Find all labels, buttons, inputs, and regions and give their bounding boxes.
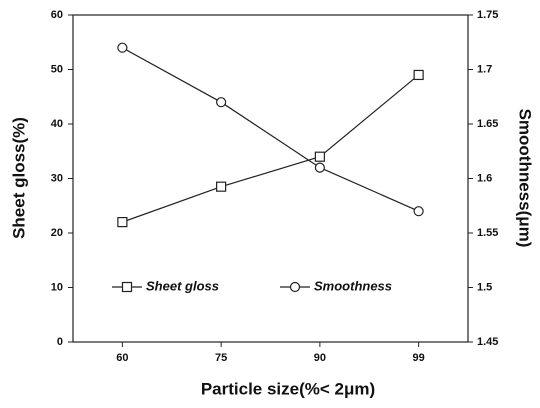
y2-tick-label: 1.55 [477,227,498,239]
legend-marker [289,281,301,293]
x-tick-label: 99 [413,352,425,364]
data-point [413,206,424,217]
y-tick-label: 60 [51,9,63,21]
data-point [413,69,424,81]
data-point [216,97,227,108]
x-tick-label: 75 [215,352,227,364]
y-tick-label: 0 [57,336,63,348]
y2-tick-label: 1.65 [477,118,498,130]
y2-tick-label: 1.5 [477,281,492,293]
y-tick-label: 30 [51,172,63,184]
series-line [122,74,420,223]
data-point [117,42,128,53]
legend-text: Smoothness [314,278,392,293]
data-point [314,162,325,173]
y2-tick-label: 1.6 [477,172,492,184]
data-point [117,217,128,228]
y-tick-label: 10 [51,281,63,293]
legend-text: Sheet gloss [146,278,219,293]
plot-frame [72,14,469,343]
data-point [314,151,325,162]
legend-marker [121,281,133,293]
y2-axis-title: Smoothness(μm) [516,109,535,248]
x-tick-label: 90 [314,352,326,364]
y-tick-label: 40 [51,118,63,130]
y2-tick-label: 1.45 [477,336,498,348]
y2-tick-label: 1.75 [477,9,498,21]
x-axis-title: Particle size(%< 2μm) [201,379,375,398]
y-axis-title: Sheet gloss(%) [9,117,28,239]
x-tick-label: 60 [116,352,128,364]
y2-tick-label: 1.7 [477,63,492,75]
data-point [216,181,227,192]
y-tick-label: 20 [51,227,63,239]
y-tick-label: 50 [51,63,63,75]
series-line [122,47,419,212]
